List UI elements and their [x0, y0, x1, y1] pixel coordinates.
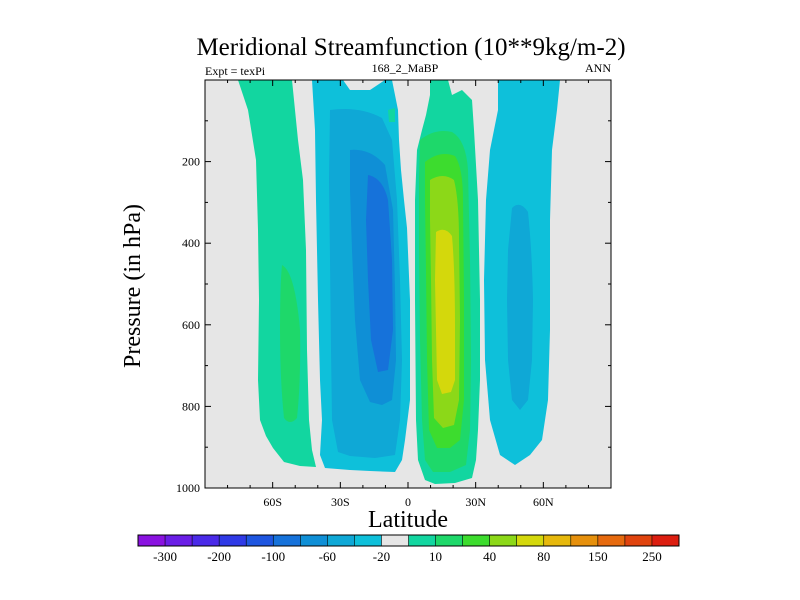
center-subtitle: 168_2_MaBP: [372, 61, 439, 75]
colorbar-swatch: [165, 535, 193, 546]
colorbar-swatch: [435, 535, 463, 546]
colorbar-swatch: [543, 535, 572, 546]
contour-nh-ferrel-20: [507, 204, 533, 410]
right-subtitle: ANN: [585, 61, 611, 75]
colorbar-label: -200: [207, 549, 231, 564]
colorbar: -300 -200 -100 -60 -20 10 40 80 150 250: [137, 534, 680, 564]
contour-sh-ferrel-20: [280, 265, 301, 422]
chart-title: Meridional Streamfunction (10**9kg/m-2): [196, 34, 625, 61]
contour-fields: [238, 80, 560, 484]
colorbar-label: -300: [153, 549, 177, 564]
colorbar-swatch: [462, 535, 490, 546]
colorbar-swatch: [489, 535, 517, 546]
colorbar-label: 40: [483, 549, 496, 564]
colorbar-swatch: [327, 535, 355, 546]
colorbar-label: 10: [429, 549, 442, 564]
left-subtitle: Expt = texPi: [205, 64, 266, 78]
colorbar-swatch: [408, 535, 436, 546]
colorbar-label: 250: [642, 549, 662, 564]
colorbar-swatch: [246, 535, 274, 546]
colorbar-swatch: [300, 535, 328, 546]
y-tick-label: 400: [182, 236, 200, 250]
x-tick-label: 30N: [465, 495, 486, 509]
y-tick-label: 600: [182, 318, 200, 332]
y-tick-label: 800: [182, 399, 200, 413]
colorbar-label: -100: [261, 549, 285, 564]
colorbar-swatch: [219, 535, 247, 546]
x-axis: 60S 30S 0 30N 60N: [227, 80, 589, 509]
colorbar-swatch: [624, 535, 653, 546]
y-tick-label: 200: [182, 155, 200, 169]
colorbar-swatch: [597, 535, 626, 546]
colorbar-label: -60: [319, 549, 336, 564]
colorbar-swatch: [381, 535, 409, 546]
colorbar-swatch: [138, 535, 166, 546]
x-axis-label: Latitude: [368, 507, 448, 533]
colorbar-swatch: [516, 535, 545, 546]
y-axis-label: Pressure (in hPa): [120, 204, 146, 368]
contour-sh-hadley-60: [366, 175, 393, 372]
x-tick-label: 60S: [263, 495, 282, 509]
x-tick-label: 60N: [533, 495, 554, 509]
colorbar-swatch: [192, 535, 220, 546]
colorbar-swatch: [273, 535, 301, 546]
y-axis: 200 400 600 800 1000: [176, 120, 611, 495]
colorbar-swatch: [570, 535, 599, 546]
contour-nh-hadley-80: [435, 229, 455, 394]
colorbar-swatch: [651, 535, 680, 546]
x-tick-label: 30S: [331, 495, 350, 509]
colorbar-label: 150: [588, 549, 608, 564]
colorbar-swatch: [354, 535, 382, 546]
y-tick-label: 1000: [176, 481, 200, 495]
colorbar-label: -20: [373, 549, 390, 564]
contour-small-blob: [388, 108, 395, 122]
x-tick-label: 0: [405, 495, 411, 509]
colorbar-label: 80: [537, 549, 550, 564]
